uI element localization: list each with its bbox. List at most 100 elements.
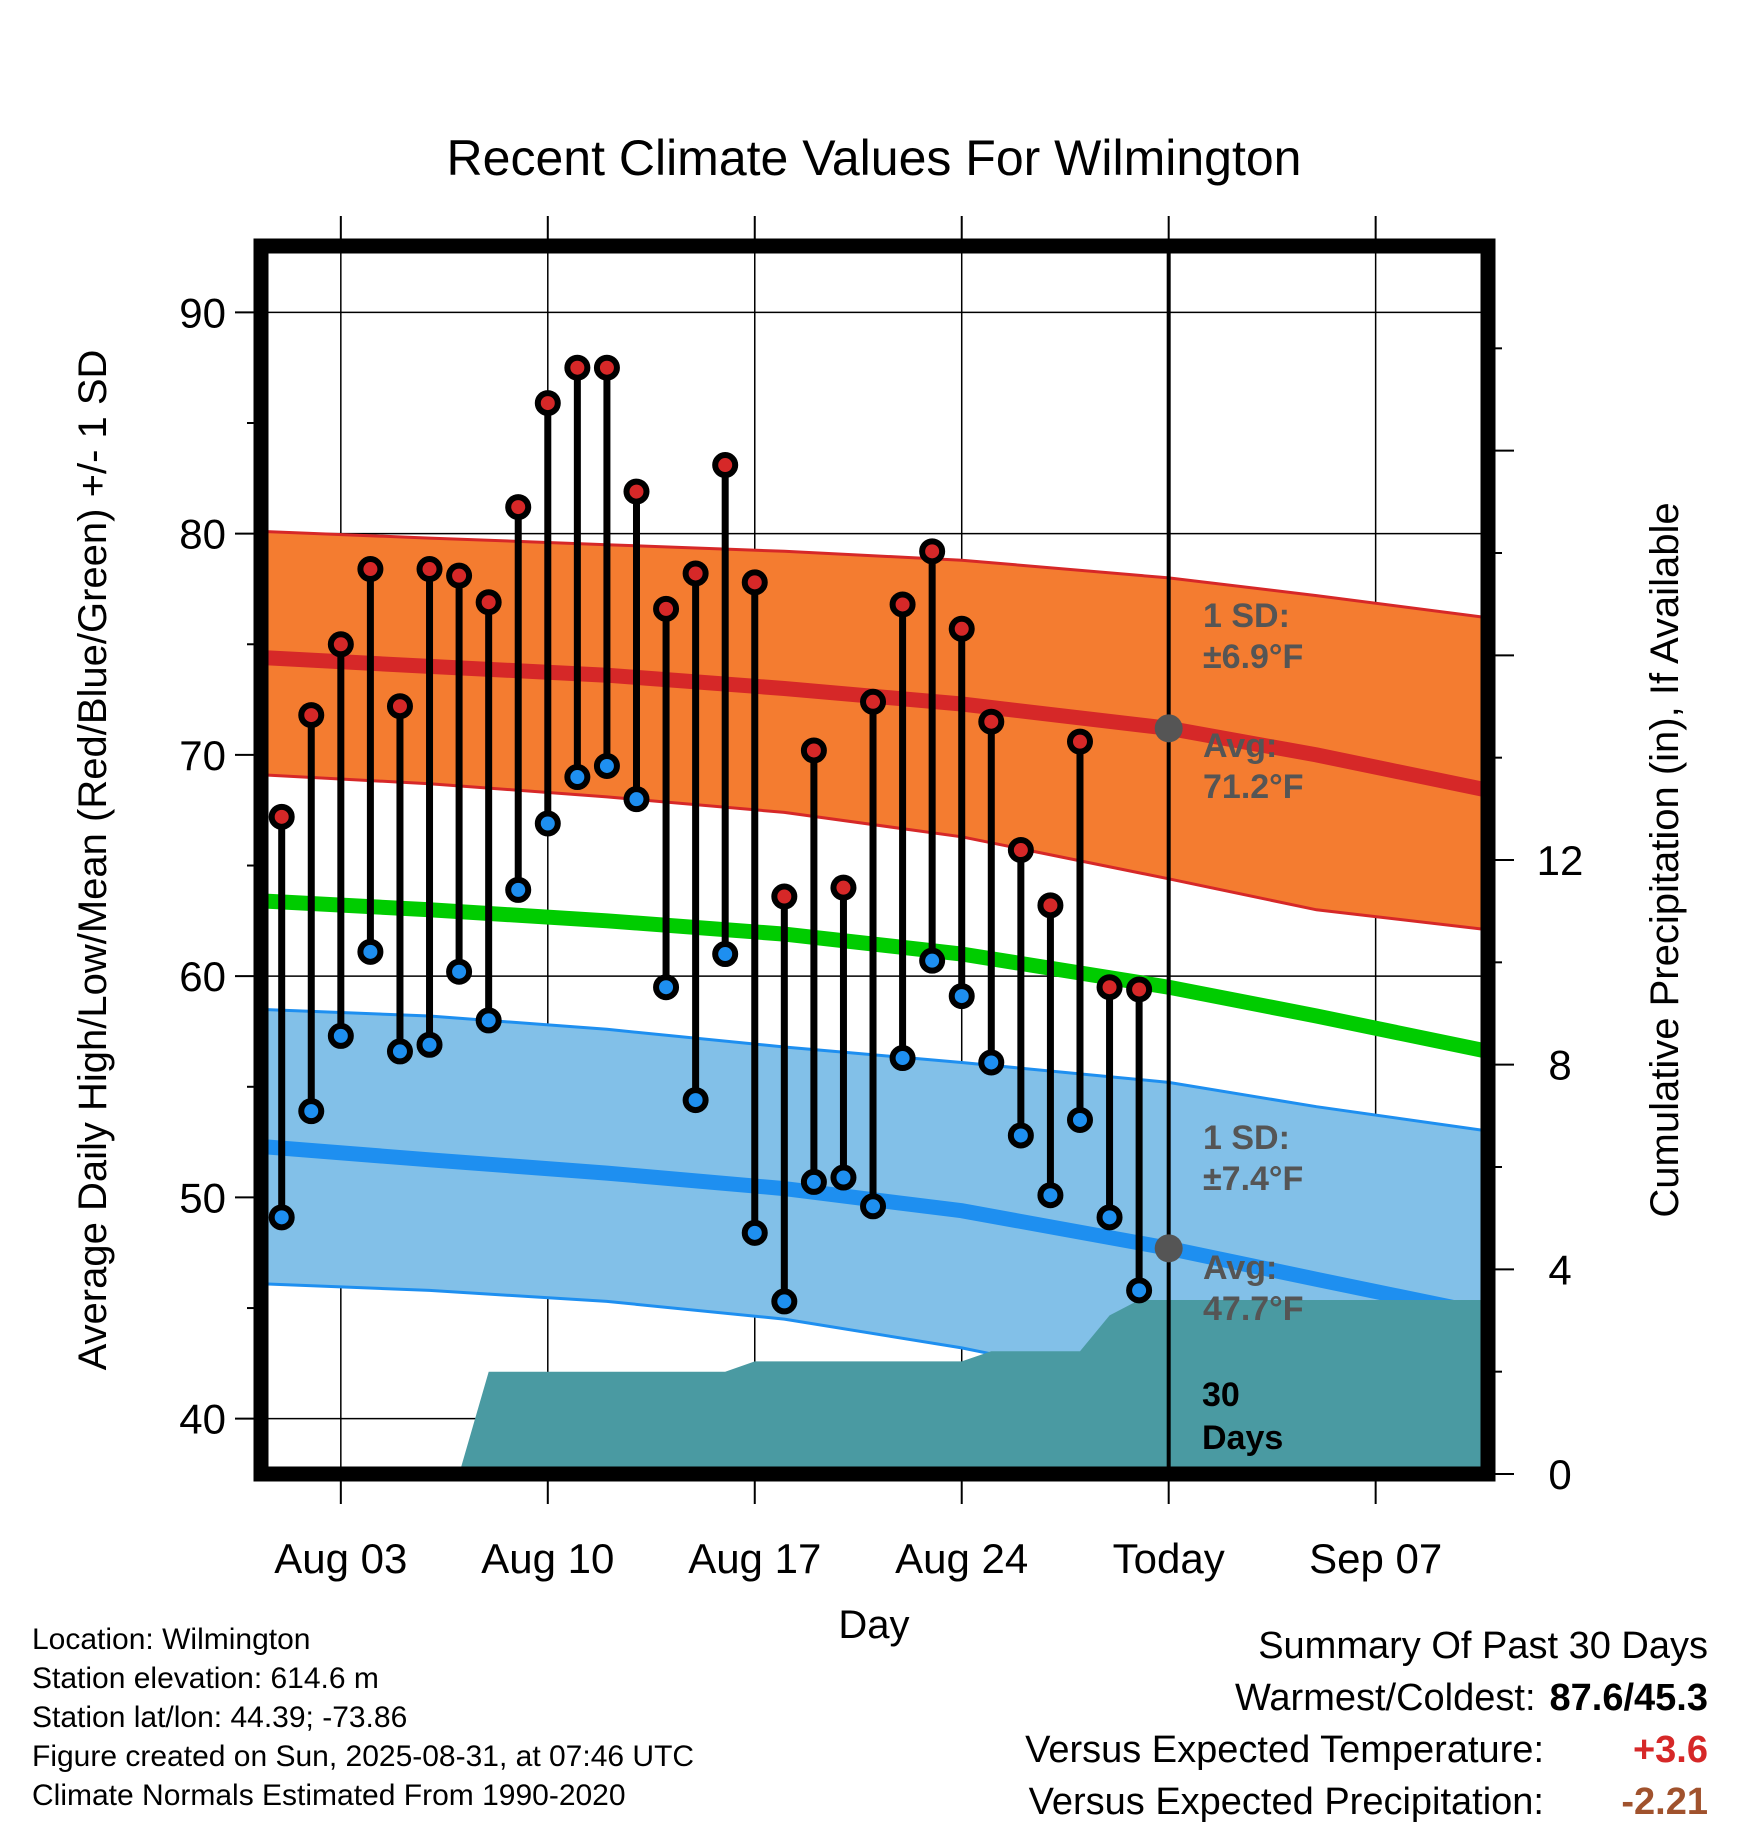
low-point-day-3 xyxy=(327,1022,354,1049)
low-point-day-27 xyxy=(1037,1182,1064,1209)
y-axis-label-left: Average Daily High/Low/Mean (Red/Blue/Gr… xyxy=(71,350,115,1371)
y-tick-label-60: 60 xyxy=(179,953,226,1000)
low-sd-value: ±7.4°F xyxy=(1203,1160,1303,1198)
low-point-day-1 xyxy=(268,1204,295,1231)
low-point-day-16 xyxy=(712,941,739,968)
low-point-day-23 xyxy=(919,947,946,974)
info-elevation: Station elevation: 614.6 m xyxy=(32,1662,379,1695)
summary-precip: Versus Expected Precipitation: -2.21 xyxy=(1025,1776,1708,1828)
low-point-day-7 xyxy=(446,958,473,985)
precip-tick-label-4: 4 xyxy=(1548,1246,1571,1293)
high-point-day-6 xyxy=(416,556,443,583)
info-normals: Climate Normals Estimated From 1990-2020 xyxy=(32,1779,626,1812)
low-point-day-19 xyxy=(800,1168,827,1195)
high-point-day-30 xyxy=(1126,976,1153,1003)
period-label-days: Days xyxy=(1202,1419,1283,1457)
period-label-number: 30 xyxy=(1202,1376,1240,1414)
today-marker xyxy=(1154,246,1183,1474)
high-point-day-9 xyxy=(505,494,532,521)
low-avg-label: Avg: xyxy=(1203,1249,1277,1287)
summary-title: Summary Of Past 30 Days xyxy=(1258,1625,1708,1667)
high-point-day-27 xyxy=(1037,892,1064,919)
low-point-day-29 xyxy=(1096,1204,1123,1231)
high-point-day-13 xyxy=(623,478,650,505)
y-tick-labels: 40 50 60 70 80 90 xyxy=(179,289,226,1442)
summary-temp: Versus Expected Temperature: +3.6 xyxy=(1025,1724,1708,1776)
plot-frame xyxy=(253,238,1496,1482)
daily-range-stems xyxy=(278,367,1143,1302)
x-tick-label-aug-17: Aug 17 xyxy=(688,1535,821,1582)
low-point-day-15 xyxy=(682,1087,709,1114)
high-point-day-16 xyxy=(712,452,739,479)
low-avg-value: 47.7°F xyxy=(1203,1290,1304,1328)
high-point-day-15 xyxy=(682,560,709,587)
low-point-day-10 xyxy=(534,810,561,837)
high-point-day-19 xyxy=(800,737,827,764)
high-point-day-14 xyxy=(653,595,680,622)
x-tick-label-aug-10: Aug 10 xyxy=(481,1535,614,1582)
plot-area: 1 SD: ±6.9°F Avg: 71.2°F 1 SD: ±7.4°F Av… xyxy=(261,246,1488,1474)
precip-tick-label-12: 12 xyxy=(1537,837,1584,884)
y-axis-label-right: Cumulative Precipitation (in), If Availa… xyxy=(1643,502,1687,1217)
chart-title: Recent Climate Values For Wilmington xyxy=(447,130,1302,186)
low-point-day-8 xyxy=(475,1007,502,1034)
x-tick-label-today: Today xyxy=(1113,1535,1225,1582)
high-point-day-1 xyxy=(268,803,295,830)
high-band-upper-edge xyxy=(261,529,1488,620)
daily-points xyxy=(268,354,1153,1315)
x-tick-label-aug-24: Aug 24 xyxy=(895,1535,1028,1582)
high-point-day-12 xyxy=(593,354,620,381)
high-avg-label: Avg: xyxy=(1203,727,1277,765)
high-point-day-28 xyxy=(1066,728,1093,755)
low-point-day-26 xyxy=(1007,1122,1034,1149)
precip-anomaly-value: -2.21 xyxy=(1621,1781,1708,1823)
low-point-day-11 xyxy=(564,764,591,791)
warm-cold-value: 87.6/45.3 xyxy=(1549,1677,1708,1719)
y-tick-label-50: 50 xyxy=(179,1174,226,1221)
info-created: Figure created on Sun, 2025-08-31, at 07… xyxy=(32,1740,695,1773)
summary-warm-cold: Warmest/Coldest: 87.6/45.3 xyxy=(1025,1672,1708,1724)
summary-panel: Summary Of Past 30 Days Warmest/Coldest:… xyxy=(1025,1620,1708,1828)
precip-tick-labels: 0 4 8 12 xyxy=(1537,837,1584,1498)
low-point-day-21 xyxy=(860,1193,887,1220)
high-point-day-26 xyxy=(1007,837,1034,864)
x-tick-label-aug-03: Aug 03 xyxy=(274,1535,407,1582)
high-avg-today-marker xyxy=(1154,714,1183,743)
annotations: 1 SD: ±6.9°F Avg: 71.2°F 1 SD: ±7.4°F Av… xyxy=(1202,597,1304,1457)
low-point-day-22 xyxy=(889,1045,916,1072)
warm-cold-label: Warmest/Coldest: xyxy=(1234,1677,1536,1719)
precip-tick-label-8: 8 xyxy=(1548,1042,1571,1089)
y-tick-label-80: 80 xyxy=(179,511,226,558)
high-point-day-11 xyxy=(564,354,591,381)
low-point-day-14 xyxy=(653,974,680,1001)
high-point-day-5 xyxy=(386,693,413,720)
precip-label: Versus Expected Precipitation: xyxy=(1028,1781,1544,1823)
low-point-day-5 xyxy=(386,1038,413,1065)
high-point-day-8 xyxy=(475,589,502,616)
info-location: Location: Wilmington xyxy=(32,1623,311,1656)
low-avg-today-marker xyxy=(1154,1234,1183,1263)
low-point-day-20 xyxy=(830,1164,857,1191)
high-sd-value: ±6.9°F xyxy=(1203,638,1303,676)
high-point-day-10 xyxy=(534,390,561,417)
low-point-day-9 xyxy=(505,876,532,903)
low-sd-label: 1 SD: xyxy=(1203,1119,1290,1157)
low-point-day-13 xyxy=(623,786,650,813)
info-latlon: Station lat/lon: 44.39; -73.86 xyxy=(32,1701,408,1734)
high-sd-label: 1 SD: xyxy=(1203,597,1290,635)
station-info: Location: Wilmington Station elevation: … xyxy=(32,1620,694,1815)
low-point-day-2 xyxy=(298,1098,325,1125)
high-point-day-4 xyxy=(357,556,384,583)
high-point-day-20 xyxy=(830,874,857,901)
y-tick-label-40: 40 xyxy=(179,1396,226,1443)
high-point-day-7 xyxy=(446,562,473,589)
temp-label: Versus Expected Temperature: xyxy=(1025,1729,1544,1771)
high-point-day-24 xyxy=(948,615,975,642)
high-point-day-25 xyxy=(978,708,1005,735)
low-point-day-4 xyxy=(357,938,384,965)
x-tick-labels: Aug 03 Aug 10 Aug 17 Aug 24 Today Sep 07 xyxy=(274,1535,1442,1582)
low-point-day-17 xyxy=(741,1219,768,1246)
high-avg-value: 71.2°F xyxy=(1203,768,1304,806)
high-point-day-21 xyxy=(860,688,887,715)
